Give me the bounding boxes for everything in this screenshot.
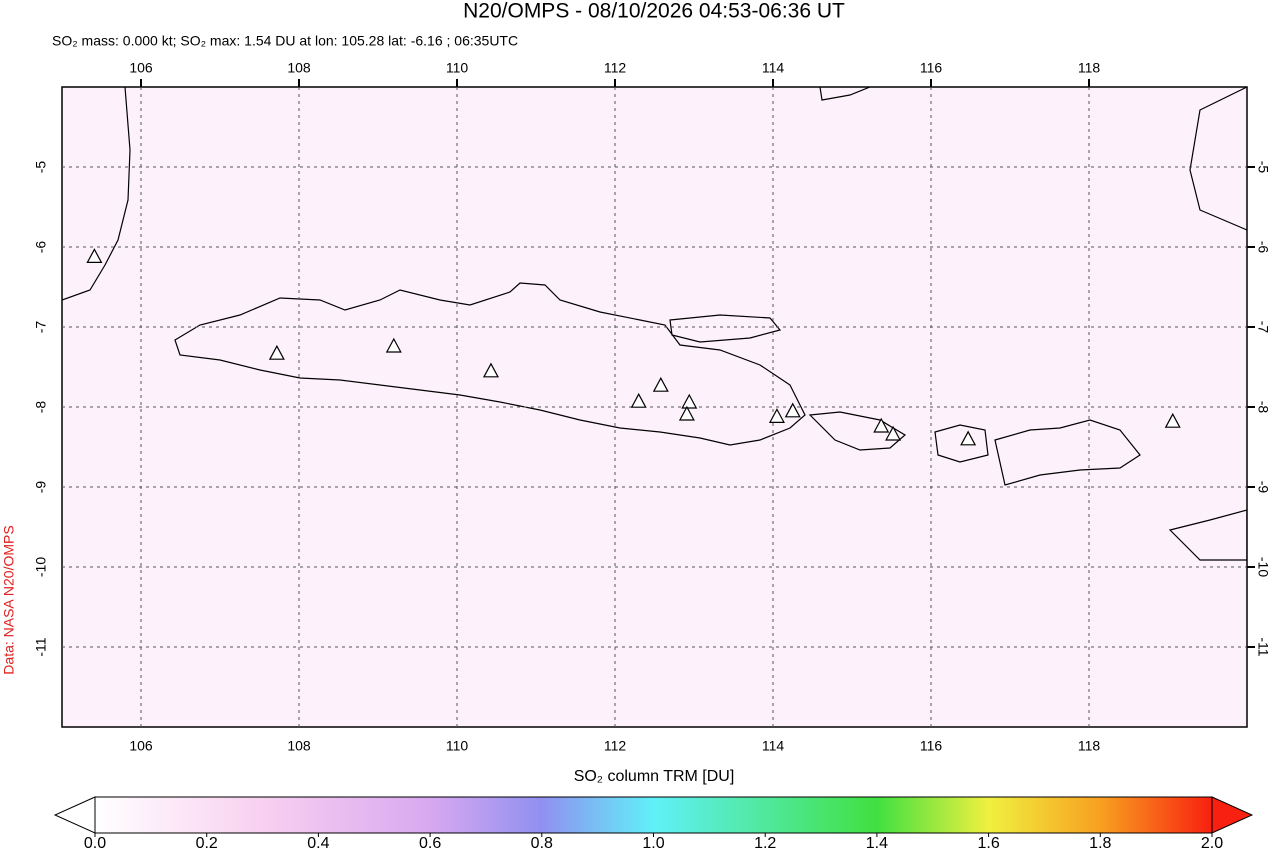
lat-label-right: -6	[1255, 241, 1271, 254]
sumbawa-coast	[994, 419, 1141, 486]
lombok-coast	[934, 424, 989, 463]
lat-label-left: -5	[33, 161, 49, 174]
lon-label-top: 118	[1078, 60, 1101, 76]
credit: Data: NASA N20/OMPS	[1, 525, 17, 674]
colorbar-tick-label: 0.2	[196, 835, 218, 852]
volcano	[768, 408, 785, 423]
lat-label-left: -7	[33, 321, 49, 334]
colorbar-label: SO₂ column TRM [DU]	[574, 768, 735, 785]
lat-label-right: -10	[1255, 557, 1271, 577]
colorbar-tick-label: 0.6	[419, 835, 441, 852]
volcano	[681, 393, 698, 409]
lon-label-top: 106	[129, 60, 153, 76]
lat-label-right: -8	[1255, 401, 1271, 414]
lon-label-top: 110	[446, 60, 469, 76]
madura-coast	[669, 314, 782, 343]
lon-label-top: 112	[604, 60, 627, 76]
volcano	[784, 402, 801, 418]
lat-label-right: -7	[1255, 321, 1271, 334]
volcano	[86, 248, 103, 263]
lon-label-top: 114	[762, 60, 785, 76]
sulawesi-coast	[1189, 87, 1247, 231]
frame-tick	[456, 79, 458, 87]
frame-tick	[614, 79, 616, 87]
colorbar	[94, 796, 1213, 834]
colorbar-tick-label: 1.2	[754, 835, 776, 852]
frame-tick	[1247, 646, 1255, 648]
colorbar-tick-label: 1.0	[642, 835, 664, 852]
lon-label-bottom: 114	[762, 738, 785, 754]
colorbar-tick-label: 0.0	[84, 835, 106, 852]
lat-label-right: -5	[1255, 161, 1271, 174]
lon-label-bottom: 106	[129, 738, 153, 754]
lat-label-right: -9	[1255, 481, 1271, 494]
sumba-coast	[1168, 509, 1247, 561]
lat-label-left: -11	[33, 637, 49, 656]
lon-label-bottom: 112	[604, 738, 627, 754]
lat-label-left: -10	[33, 557, 49, 577]
volcano	[652, 376, 669, 392]
bali-coast	[808, 411, 907, 451]
colorbar-tick-label: 0.4	[307, 835, 329, 852]
frame-tick	[1247, 326, 1255, 328]
volcano	[678, 405, 695, 421]
java-coast	[174, 282, 806, 446]
colorbar-tick-label: 1.8	[1089, 835, 1111, 852]
sumatra-coast	[62, 87, 131, 301]
colorbar-tick-label: 0.8	[531, 835, 553, 852]
borneo-coast	[819, 87, 871, 101]
volcano	[482, 362, 499, 378]
lon-label-bottom: 118	[1078, 738, 1101, 754]
lat-label-right: -11	[1255, 637, 1271, 656]
subtitle: SO₂ mass: 0.000 kt; SO₂ max: 1.54 DU at …	[52, 33, 518, 49]
colorbar-tick-label: 2.0	[1201, 835, 1223, 852]
colorbar-tick-label: 1.4	[866, 835, 888, 852]
frame-tick	[140, 79, 142, 87]
lon-label-bottom: 110	[446, 738, 469, 754]
colorbar-over	[1211, 796, 1254, 834]
volcano	[873, 417, 890, 433]
title: N20/OMPS - 08/10/2026 04:53-06:36 UT	[463, 0, 845, 23]
lat-label-left: -8	[33, 401, 49, 414]
frame-tick	[1247, 486, 1255, 488]
lat-label-left: -6	[33, 241, 49, 254]
lon-label-top: 116	[920, 60, 943, 76]
volcano	[960, 430, 977, 446]
lon-label-bottom: 108	[287, 738, 311, 754]
volcano	[268, 344, 285, 360]
coastlines	[62, 87, 1247, 561]
lon-label-bottom: 116	[920, 738, 943, 754]
lon-label-top: 108	[287, 60, 311, 76]
frame-tick	[1088, 79, 1090, 87]
frame-tick	[930, 79, 932, 87]
volcano	[630, 392, 647, 408]
lat-label-left: -9	[33, 481, 49, 494]
frame-tick	[298, 79, 300, 87]
volcano	[1164, 412, 1181, 428]
colorbar-tick-label: 1.6	[977, 835, 999, 852]
frame-tick	[1247, 406, 1255, 408]
frame-tick	[772, 79, 774, 87]
volcano	[885, 425, 902, 441]
colorbar-under	[53, 796, 96, 834]
frame-tick	[1247, 166, 1255, 168]
frame-tick	[1247, 566, 1255, 568]
volcano	[385, 337, 402, 353]
frame-tick	[1247, 246, 1255, 248]
